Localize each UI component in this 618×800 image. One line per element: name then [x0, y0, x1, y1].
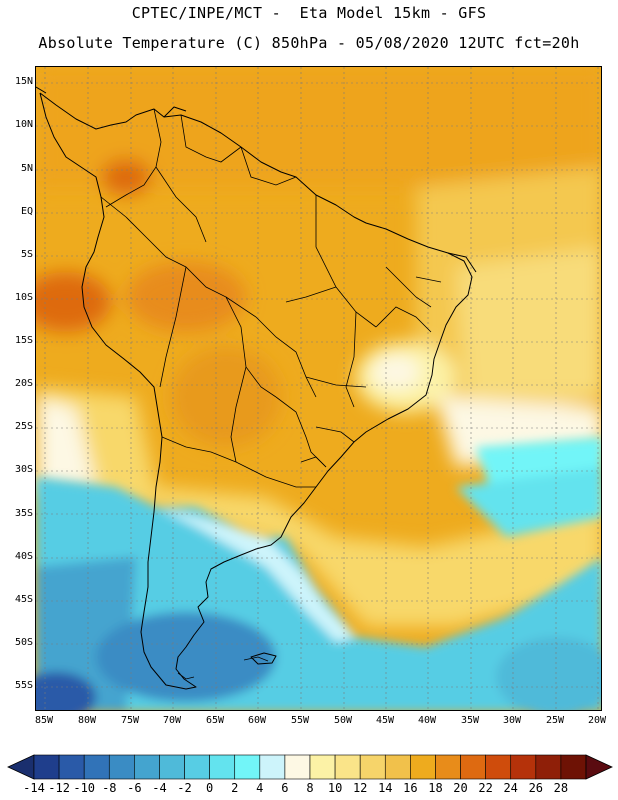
colorbar-bin	[334, 754, 361, 780]
colorbar-bin	[184, 754, 210, 780]
colorbar-tick-label: -2	[177, 781, 192, 795]
colorbar-tick-label: 26	[528, 781, 544, 795]
lon-label: 35W	[460, 715, 480, 726]
colorbar-bin	[134, 754, 160, 780]
colorbar-bin	[234, 754, 261, 780]
colorbar-tick-label: 22	[478, 781, 493, 795]
lon-label: 20W	[587, 715, 607, 726]
colorbar-tick-label: -4	[152, 781, 167, 795]
lat-label: 5S	[20, 249, 33, 260]
lon-label: 85W	[34, 715, 54, 726]
lat-label: 50S	[14, 637, 33, 648]
colorbar-bin	[309, 754, 336, 780]
field-chaco-warm	[171, 347, 281, 447]
colorbar-bin	[259, 754, 286, 780]
colorbar-tick-label: 0	[205, 781, 214, 795]
colorbar-tick-label: 24	[503, 781, 518, 795]
colorbar-tick-label: -6	[127, 781, 142, 795]
colorbar-tick-label: 6	[281, 781, 289, 795]
map-panel	[35, 66, 602, 711]
lon-label: 40W	[417, 715, 437, 726]
lat-label: 35S	[14, 508, 33, 519]
colorbar-tick-label: -8	[102, 781, 117, 795]
field-front-light-cyan	[156, 507, 356, 642]
country-borders	[100, 108, 442, 488]
colorbar-bin	[58, 754, 85, 780]
colorbar-tick-label: 8	[306, 781, 314, 795]
colorbar-bin	[410, 754, 436, 780]
colorbar-bin	[460, 754, 486, 780]
colorbar-tick-label: 28	[553, 781, 569, 795]
lat-label: 15S	[14, 335, 33, 346]
lat-label: 5N	[20, 163, 33, 174]
colorbar-tick-label: -10	[73, 781, 96, 795]
temperature-field-map	[36, 67, 601, 710]
field-east-cyan-streak	[456, 467, 601, 537]
colorbar-tick-label: -14	[23, 781, 45, 795]
field-subtropical-yellow	[36, 387, 601, 627]
coastline	[36, 86, 477, 690]
lat-label: 40S	[14, 551, 33, 562]
lat-label: 30S	[14, 464, 33, 475]
lon-label: 65W	[205, 715, 225, 726]
colorbar-bin	[83, 754, 110, 780]
field-cream-band	[36, 397, 96, 487]
colorbar-bin	[485, 754, 512, 780]
colorbar-tick-label: -12	[48, 781, 70, 795]
field-se-cyan	[496, 637, 601, 710]
field-colombia-hot	[101, 159, 151, 195]
colorbar-bin	[510, 754, 537, 780]
colorbar-bin	[359, 754, 386, 780]
lon-label: 60W	[247, 715, 267, 726]
lat-label: EQ	[20, 206, 33, 217]
colorbar-bin	[435, 754, 461, 780]
colorbar-tick-label: 18	[428, 781, 443, 795]
colorbar	[7, 754, 613, 780]
colorbar-tick-label: 10	[327, 781, 343, 795]
lat-label: 25S	[14, 421, 33, 432]
colorbar-tick-label: 14	[378, 781, 393, 795]
colorbar-max-arrow	[585, 754, 613, 780]
colorbar-bin	[560, 754, 587, 780]
field-peru-hot	[36, 272, 111, 332]
island-details	[177, 656, 269, 680]
colorbar-bin	[33, 754, 60, 780]
lat-label: 45S	[14, 594, 33, 605]
lon-label: 75W	[120, 715, 140, 726]
colorbar-bin	[535, 754, 562, 780]
lon-label: 45W	[375, 715, 395, 726]
colorbar-bin	[284, 754, 311, 780]
colorbar-tick-label: 16	[403, 781, 418, 795]
lat-label: 15N	[14, 76, 33, 87]
lon-label: 55W	[290, 715, 310, 726]
field-atlantic-pale	[456, 247, 601, 397]
lat-label: 55S	[14, 680, 33, 691]
map-title-source: CPTEC/INPE/MCT - Eta Model 15km - GFS	[131, 4, 487, 22]
colorbar-bin	[159, 754, 185, 780]
lon-label: 25W	[545, 715, 565, 726]
lat-label: 10N	[14, 119, 33, 130]
colorbar-tick-label: 20	[453, 781, 468, 795]
lon-label: 50W	[333, 715, 353, 726]
lat-label: 20S	[14, 378, 33, 389]
colorbar-bin	[209, 754, 236, 780]
colorbar-tick-label: 4	[256, 781, 264, 795]
lon-label: 70W	[162, 715, 182, 726]
colorbar-tick-label: 12	[352, 781, 368, 795]
colorbar-bin	[108, 754, 135, 780]
colorbar-bin	[384, 754, 411, 780]
lon-label: 30W	[502, 715, 522, 726]
lat-label: 10S	[14, 292, 33, 303]
field-bolivia-hot	[126, 262, 246, 332]
colorbar-tick-label: 2	[231, 781, 239, 795]
field-sw-corner-blue	[36, 672, 96, 710]
lon-label: 80W	[77, 715, 97, 726]
map-title-variable: Absolute Temperature (C) 850hPa - 05/08/…	[38, 34, 580, 52]
falkland-islands	[250, 652, 277, 665]
colorbar-min-arrow	[7, 754, 35, 780]
field-brazil-east-cream	[371, 354, 421, 390]
